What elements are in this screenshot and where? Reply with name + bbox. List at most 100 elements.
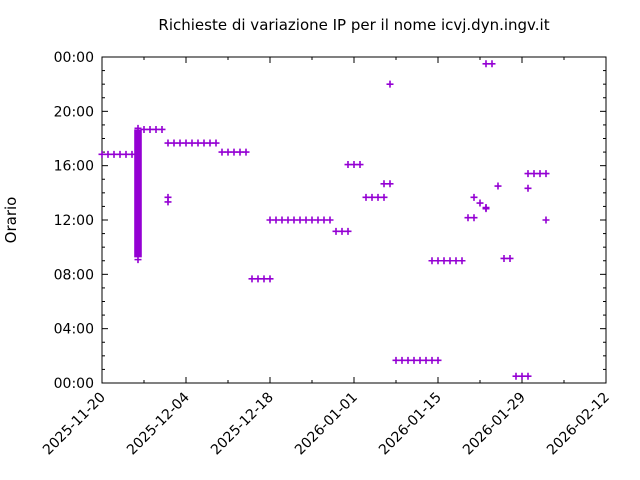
data-point-marker	[206, 139, 214, 147]
data-point-marker	[392, 356, 400, 364]
data-point-marker	[434, 257, 442, 265]
x-tick-label: 2025-12-18	[208, 390, 277, 459]
data-point-marker	[194, 139, 202, 147]
x-tick-label: 2026-01-15	[376, 390, 445, 459]
data-point-marker	[116, 150, 124, 158]
data-point-marker	[428, 257, 436, 265]
y-tick-label: 08:00	[54, 267, 94, 283]
x-tick-label: 2025-11-20	[40, 390, 109, 459]
data-point-marker	[488, 60, 496, 68]
data-point-marker	[512, 372, 520, 380]
data-point-marker	[524, 170, 532, 178]
data-point-marker	[188, 139, 196, 147]
data-point-marker	[104, 150, 112, 158]
data-point-marker	[212, 139, 220, 147]
data-point-marker	[416, 356, 424, 364]
data-point-marker	[326, 216, 334, 224]
data-point-marker	[350, 161, 358, 169]
data-point-marker	[254, 275, 262, 283]
data-point-marker	[500, 254, 508, 262]
data-point-marker	[530, 170, 538, 178]
data-point-marker	[146, 125, 154, 133]
data-point-marker	[404, 356, 412, 364]
data-point-marker	[134, 124, 142, 132]
data-point-marker	[344, 227, 352, 235]
data-point-marker	[344, 161, 352, 169]
data-point-marker	[308, 216, 316, 224]
y-tick-label: 16:00	[54, 159, 94, 175]
data-point-marker	[200, 139, 208, 147]
data-point-marker	[410, 356, 418, 364]
data-point-marker	[470, 214, 478, 222]
data-point-marker	[422, 356, 430, 364]
data-point-marker	[152, 125, 160, 133]
data-point-marker	[176, 139, 184, 147]
data-point-marker	[110, 150, 118, 158]
data-point-marker	[242, 148, 250, 156]
data-point-marker	[170, 139, 178, 147]
y-tick-label: 00:00	[54, 376, 94, 392]
data-point-marker	[272, 216, 280, 224]
data-point-marker	[320, 216, 328, 224]
y-tick-label: 00:00	[54, 50, 94, 66]
plot-area: 2025-11-20 2025-12-04 2025-12-18 2026-01-01…	[40, 50, 613, 458]
data-point-marker	[440, 257, 448, 265]
data-point-marker	[458, 257, 466, 265]
data-point-marker	[290, 216, 298, 224]
data-point-marker	[284, 216, 292, 224]
x-tick-label: 2026-02-12	[544, 390, 613, 459]
data-point-marker	[302, 216, 310, 224]
data-point-marker	[362, 193, 370, 201]
data-point-marker	[380, 193, 388, 201]
x-tick-label: 2026-01-29	[460, 390, 529, 459]
data-point-marker	[218, 148, 226, 156]
data-point-marker	[164, 198, 172, 206]
y-axis-title: Orario	[2, 197, 20, 244]
data-point-marker	[266, 216, 274, 224]
data-point-marker	[524, 184, 532, 192]
data-point-marker	[338, 227, 346, 235]
data-point-marker	[386, 80, 394, 88]
data-point-marker	[524, 372, 532, 380]
data-point-marker	[182, 139, 190, 147]
data-point-marker	[266, 275, 274, 283]
data-point-marker	[278, 216, 286, 224]
data-point-marker	[164, 139, 172, 147]
data-point-marker	[224, 148, 232, 156]
data-point-marker	[542, 170, 550, 178]
chart-title: Richieste di variazione IP per il nome i…	[158, 16, 549, 34]
data-point-marker	[452, 257, 460, 265]
data-point-marker	[518, 372, 526, 380]
data-point-marker	[398, 356, 406, 364]
data-point-marker	[464, 214, 472, 222]
data-point-marker	[542, 216, 550, 224]
data-point-marker	[434, 356, 442, 364]
data-point-marker	[236, 148, 244, 156]
data-point-marker	[332, 227, 340, 235]
data-point-marker	[230, 148, 238, 156]
data-point-marker	[428, 356, 436, 364]
y-tick-label: 12:00	[54, 213, 94, 229]
data-point-marker	[314, 216, 322, 224]
data-point-marker	[134, 256, 142, 264]
data-point-marker	[122, 150, 130, 158]
data-point-marker	[446, 257, 454, 265]
data-point-marker	[98, 150, 106, 158]
data-point-marker	[494, 182, 502, 190]
data-point-marker	[128, 150, 136, 158]
data-point-marker	[368, 193, 376, 201]
data-point-marker	[470, 193, 478, 201]
data-point-marker	[356, 161, 364, 169]
data-point-marker	[296, 216, 304, 224]
data-point-marker	[536, 170, 544, 178]
data-point-marker	[476, 199, 484, 207]
y-tick-label: 20:00	[54, 104, 94, 120]
data-point-marker	[140, 125, 148, 133]
data-point-marker	[506, 254, 514, 262]
dense-cluster-bar	[134, 129, 142, 258]
x-tick-label: 2026-01-01	[292, 390, 361, 459]
data-point-marker	[380, 180, 388, 188]
data-point-marker	[482, 60, 490, 68]
y-tick-label: 04:00	[54, 322, 94, 338]
